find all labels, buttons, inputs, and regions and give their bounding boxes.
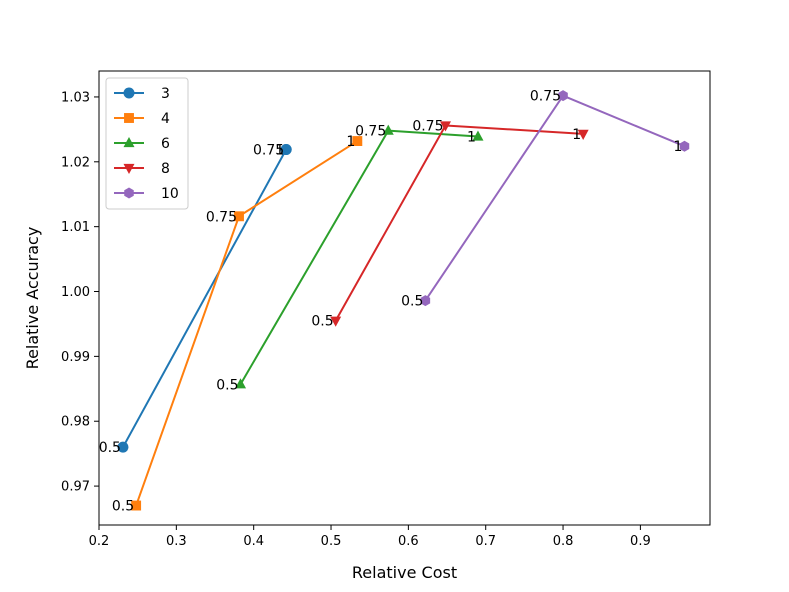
data-point [679, 140, 690, 152]
data-point [131, 500, 142, 511]
legend-label: 10 [161, 186, 179, 202]
point-label: 0.5 [401, 294, 423, 310]
point-label: 1 [572, 127, 581, 143]
point-label: 0.75 [253, 142, 284, 158]
data-point [235, 378, 247, 389]
data-point [352, 136, 363, 146]
data-point [382, 124, 394, 135]
data-point [234, 211, 244, 222]
legend-marker [123, 87, 135, 99]
y-tick-label: 1.03 [61, 90, 90, 105]
legend-marker [123, 163, 135, 175]
point-label: 0.75 [206, 209, 237, 225]
legend-label: 3 [161, 86, 170, 102]
legend-label: 4 [161, 111, 170, 127]
point-label: 1 [674, 139, 683, 155]
y-tick-label: 1.00 [61, 285, 90, 300]
x-tick-label: 0.4 [243, 534, 264, 549]
axes [98, 70, 711, 526]
x-tick-label: 0.2 [89, 534, 110, 549]
legend-item: 6 [114, 136, 170, 152]
data-point [439, 121, 451, 132]
plot-layer [117, 90, 690, 511]
data-point [472, 130, 484, 141]
series-6 [235, 124, 484, 389]
legend-item: 8 [114, 161, 170, 177]
legend-label: 8 [161, 161, 170, 177]
y-axis-title: Relative Accuracy [23, 227, 42, 370]
series-8 [330, 121, 589, 327]
legend-label: 6 [161, 136, 170, 152]
x-tick-label: 0.5 [321, 534, 342, 549]
y-tick-label: 0.97 [61, 480, 90, 495]
point-label: 1 [467, 130, 476, 146]
legend-frame [105, 77, 189, 210]
series-line [334, 124, 584, 322]
series-10 [420, 90, 690, 307]
legend-marker [124, 113, 134, 123]
y-tick-label: 0.99 [61, 350, 90, 365]
legend-item: 3 [114, 86, 170, 102]
y-tick-label: 1.01 [61, 220, 90, 235]
data-point [117, 441, 129, 453]
point-label: 0.75 [355, 124, 386, 140]
legend-marker [123, 136, 135, 148]
legend-marker [124, 187, 134, 199]
x-axis-ticks: 0.2 0.3 0.4 0.5 0.6 0.7 0.8 0.9 [89, 525, 651, 549]
y-tick-label: 1.02 [61, 155, 90, 170]
data-point [577, 129, 589, 140]
point-label: 0.5 [216, 377, 238, 393]
x-tick-label: 0.9 [630, 534, 651, 549]
point-label: 1 [275, 142, 284, 158]
x-tick-label: 0.7 [475, 534, 496, 549]
y-axis-ticks: 0.97 0.98 0.99 1.00 1.01 1.02 1.03 [61, 90, 99, 495]
series-3 [117, 143, 292, 453]
data-point [420, 295, 431, 307]
point-label: 0.75 [530, 89, 561, 105]
series-line [122, 148, 288, 448]
x-tick-label: 0.3 [166, 534, 187, 549]
data-point [330, 316, 342, 327]
data-point [558, 90, 568, 102]
x-tick-label: 0.6 [398, 534, 419, 549]
point-label: 0.75 [412, 118, 443, 134]
y-tick-label: 0.98 [61, 415, 90, 430]
point-label: 0.5 [112, 499, 134, 515]
legend-item: 10 [114, 186, 179, 202]
legend-item: 4 [114, 111, 170, 127]
point-label: 0.5 [311, 314, 333, 330]
point-label: 1 [346, 134, 355, 150]
point-label: 0.5 [99, 440, 121, 456]
x-axis-title: Relative Cost [352, 563, 457, 582]
legend: 3 4 6 8 10 [105, 77, 189, 210]
x-tick-label: 0.8 [553, 534, 574, 549]
series-4 [131, 136, 363, 511]
axes-frame [98, 70, 711, 526]
data-point [280, 143, 292, 155]
